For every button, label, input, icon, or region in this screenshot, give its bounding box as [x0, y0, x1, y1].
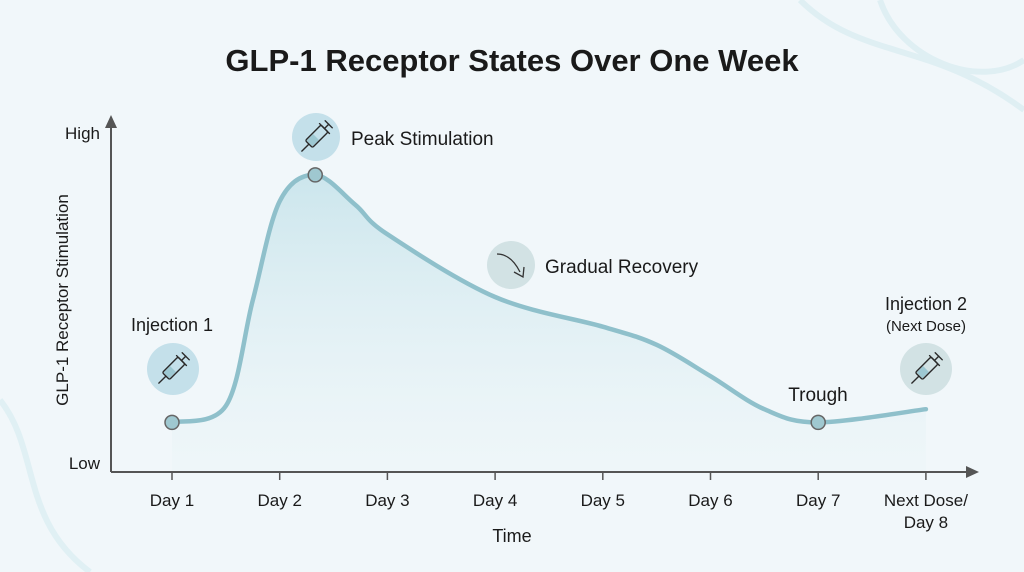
- y-axis: [105, 115, 117, 472]
- annotation-label: Injection 1: [131, 315, 213, 335]
- data-point-marker: [307, 167, 323, 183]
- arrow-down-right-icon: [496, 253, 525, 279]
- annotation-gradual-recovery: Gradual Recovery: [487, 241, 699, 289]
- x-tick-label: Day 7: [796, 491, 840, 510]
- annotation-label: Injection 2: [885, 294, 967, 314]
- series-line: [169, 172, 929, 425]
- annotation-label: Gradual Recovery: [545, 257, 699, 278]
- annotation-sublabel: (Next Dose): [886, 318, 966, 335]
- y-tick-low: Low: [69, 454, 101, 473]
- y-tick-high: High: [65, 124, 100, 143]
- annotation-trough: Trough: [788, 385, 848, 406]
- x-tick-label: Day 1: [150, 491, 194, 510]
- x-tick-label: Day 5: [581, 491, 625, 510]
- annotation-label: Trough: [788, 385, 848, 406]
- x-axis: [111, 466, 979, 478]
- x-axis-label: Time: [492, 526, 531, 546]
- x-tick-label: Day 2: [257, 491, 301, 510]
- area-fill: [172, 174, 926, 471]
- annotation-injection-2: Injection 2 (Next Dose): [885, 294, 967, 395]
- annotation-label: Peak Stimulation: [351, 129, 494, 150]
- x-tick-label: Next Dose/Day 8: [884, 491, 968, 532]
- chart-title: GLP-1 Receptor States Over One Week: [225, 43, 799, 78]
- x-tick-label: Day 3: [365, 491, 409, 510]
- data-point-marker: [810, 414, 826, 431]
- annotation-peak: Peak Stimulation: [292, 113, 494, 161]
- annotation-injection-1: Injection 1: [131, 315, 213, 395]
- x-tick-label: Day 4: [473, 491, 517, 510]
- y-axis-label: GLP-1 Receptor Stimulation: [53, 194, 72, 406]
- x-tick-label: Day 6: [688, 491, 732, 510]
- data-point-marker: [164, 414, 180, 431]
